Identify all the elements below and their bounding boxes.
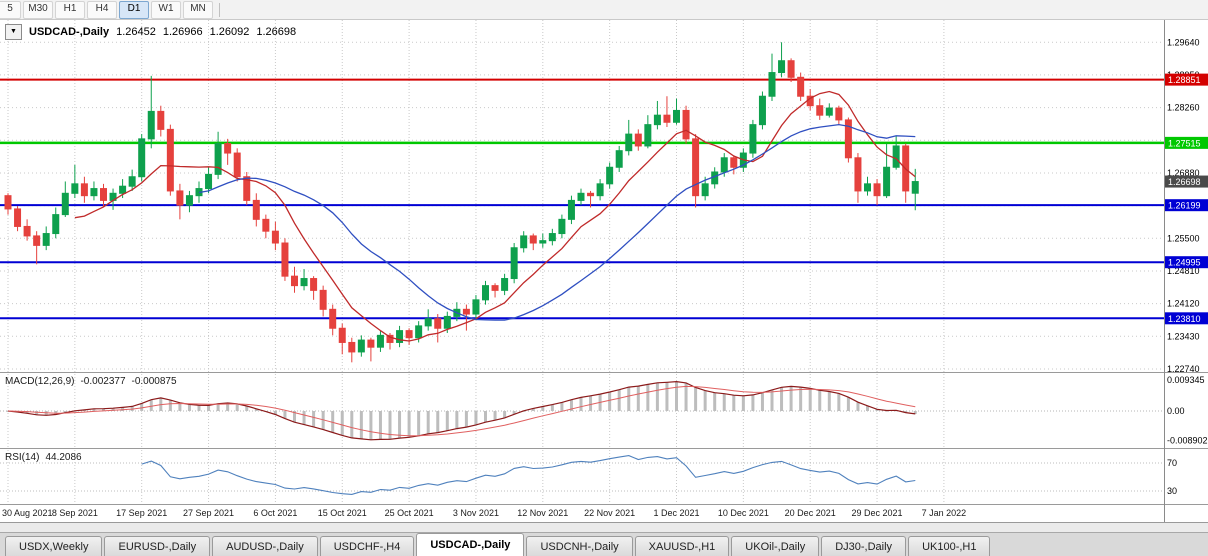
svg-text:17 Sep 2021: 17 Sep 2021	[116, 508, 167, 518]
tab-audusd-daily[interactable]: AUDUSD-,Daily	[212, 536, 318, 556]
svg-text:-0.008902: -0.008902	[1167, 436, 1208, 446]
toolbar-separator	[219, 2, 220, 17]
svg-text:22 Nov 2021: 22 Nov 2021	[584, 508, 635, 518]
svg-text:1.27515: 1.27515	[1168, 138, 1201, 148]
svg-text:30 Aug 2021: 30 Aug 2021	[2, 508, 53, 518]
svg-text:0.00: 0.00	[1167, 406, 1185, 416]
macd-signal-line	[7, 385, 916, 437]
ohlc-close: 1.26698	[256, 26, 297, 38]
svg-text:1.28260: 1.28260	[1167, 103, 1200, 113]
chart-tabbar: USDX,Weekly EURUSD-,Daily AUDUSD-,Daily USD…	[0, 532, 1208, 556]
svg-text:3 Nov 2021: 3 Nov 2021	[453, 508, 499, 518]
timeframe-button-h4[interactable]: H4	[87, 0, 117, 19]
svg-text:70: 70	[1167, 458, 1177, 468]
level-price-badge	[1165, 199, 1208, 212]
timeframe-button-mn[interactable]: MN	[183, 0, 213, 19]
chart-region: 1.296401.289501.282601.275701.268801.261…	[0, 20, 1208, 532]
svg-text:1.22740: 1.22740	[1167, 364, 1200, 374]
svg-text:1.29640: 1.29640	[1167, 37, 1200, 47]
rsi-line	[141, 455, 916, 495]
svg-text:1.26698: 1.26698	[1168, 177, 1201, 187]
pane-dividers	[0, 20, 1208, 532]
level-price-badge	[1165, 136, 1208, 149]
svg-text:1.24810: 1.24810	[1167, 266, 1200, 276]
svg-text:1.24995: 1.24995	[1168, 258, 1201, 268]
level-price-badge	[1165, 312, 1208, 325]
tab-uk100-h1[interactable]: UK100-,H1	[908, 536, 991, 556]
svg-text:6 Oct 2021: 6 Oct 2021	[253, 508, 297, 518]
svg-text:25 Oct 2021: 25 Oct 2021	[385, 508, 434, 518]
toolbar-timeframes: 5 M30 H1 H4 D1 W1 MN	[0, 0, 1208, 20]
timeframe-button-m30[interactable]: M30	[23, 0, 53, 19]
svg-text:27 Sep 2021: 27 Sep 2021	[183, 508, 234, 518]
svg-text:30: 30	[1167, 486, 1177, 496]
price-chart-canvas: 1.296401.289501.282601.275701.268801.261…	[0, 20, 1208, 532]
ma-slow-line	[198, 123, 916, 321]
macd-pane	[0, 380, 1164, 441]
tab-xauusd-h1[interactable]: XAUUSD-,H1	[634, 536, 730, 556]
price-badges: 1.28851 1.27515 1.26199 1.24995 1.23810 1.266…	[1165, 73, 1208, 325]
svg-text:1.26880: 1.26880	[1167, 168, 1200, 178]
svg-text:29 Dec 2021: 29 Dec 2021	[852, 508, 903, 518]
svg-text:1.25500: 1.25500	[1167, 233, 1200, 243]
svg-text:1 Dec 2021: 1 Dec 2021	[653, 508, 699, 518]
ohlc-open: 1.26452	[116, 26, 156, 38]
svg-text:8 Sep 2021: 8 Sep 2021	[52, 508, 98, 518]
tab-dj30-daily[interactable]: DJ30-,Daily	[821, 536, 907, 556]
level-price-badge	[1165, 256, 1208, 269]
rsi-value: 44.2086	[45, 452, 82, 463]
horizontal-level-lines	[0, 78, 1164, 320]
ohlc-low: 1.26092	[209, 26, 250, 38]
timeframe-button-w1[interactable]: W1	[151, 0, 181, 19]
tab-usdcad-daily[interactable]: USDCAD-,Daily	[416, 533, 525, 556]
chart-header: ▼ USDCAD-,Daily 1.26452 1.26966 1.26092 …	[5, 24, 296, 40]
tab-usdchf-h4[interactable]: USDCHF-,H4	[319, 536, 415, 556]
chart-collapse-button[interactable]: ▼	[5, 24, 22, 40]
macd-value-signal: -0.000875	[131, 376, 177, 387]
rsi-pane	[0, 455, 1164, 495]
rsi-indicator-label: RSI(14) 44.2086	[5, 452, 82, 463]
tab-eurusd-daily[interactable]: EURUSD-,Daily	[104, 536, 211, 556]
svg-text:12 Nov 2021: 12 Nov 2021	[517, 508, 568, 518]
candles-layer	[4, 42, 919, 363]
svg-text:1.26199: 1.26199	[1168, 201, 1201, 211]
timeframe-button-h1[interactable]: H1	[55, 0, 85, 19]
svg-text:20 Dec 2021: 20 Dec 2021	[785, 508, 836, 518]
ohlc-high: 1.26966	[162, 26, 203, 38]
rsi-name: RSI(14)	[5, 452, 40, 463]
macd-name: MACD(12,26,9)	[5, 376, 75, 387]
svg-text:15 Oct 2021: 15 Oct 2021	[318, 508, 367, 518]
chart-symbol-label: USDCAD-,Daily	[29, 26, 110, 38]
timeframe-button-d1[interactable]: D1	[119, 0, 149, 19]
date-axis-labels: 30 Aug 2021 8 Sep 2021 17 Sep 2021 27 Sep 2…	[2, 508, 966, 518]
macd-indicator-label: MACD(12,26,9) -0.002377 -0.000875	[5, 376, 177, 387]
svg-text:7 Jan 2022: 7 Jan 2022	[922, 508, 967, 518]
svg-text:1.24120: 1.24120	[1167, 299, 1200, 309]
level-price-badge	[1165, 73, 1208, 86]
svg-text:10 Dec 2021: 10 Dec 2021	[718, 508, 769, 518]
svg-text:0.009345: 0.009345	[1167, 375, 1205, 385]
svg-text:1.23430: 1.23430	[1167, 331, 1200, 341]
current-price-badge	[1165, 175, 1208, 188]
timeframe-button-5[interactable]: 5	[0, 0, 21, 19]
macd-value-main: -0.002377	[80, 376, 126, 387]
tab-usdx-weekly[interactable]: USDX,Weekly	[5, 536, 103, 556]
tab-usdcnh-daily[interactable]: USDCNH-,Daily	[526, 536, 633, 556]
tab-ukoil-daily[interactable]: UKOil-,Daily	[731, 536, 820, 556]
svg-text:1.28851: 1.28851	[1168, 75, 1201, 85]
svg-text:1.23810: 1.23810	[1168, 314, 1201, 324]
ma-fast-line	[74, 90, 916, 342]
moving-average-lines	[74, 90, 916, 342]
